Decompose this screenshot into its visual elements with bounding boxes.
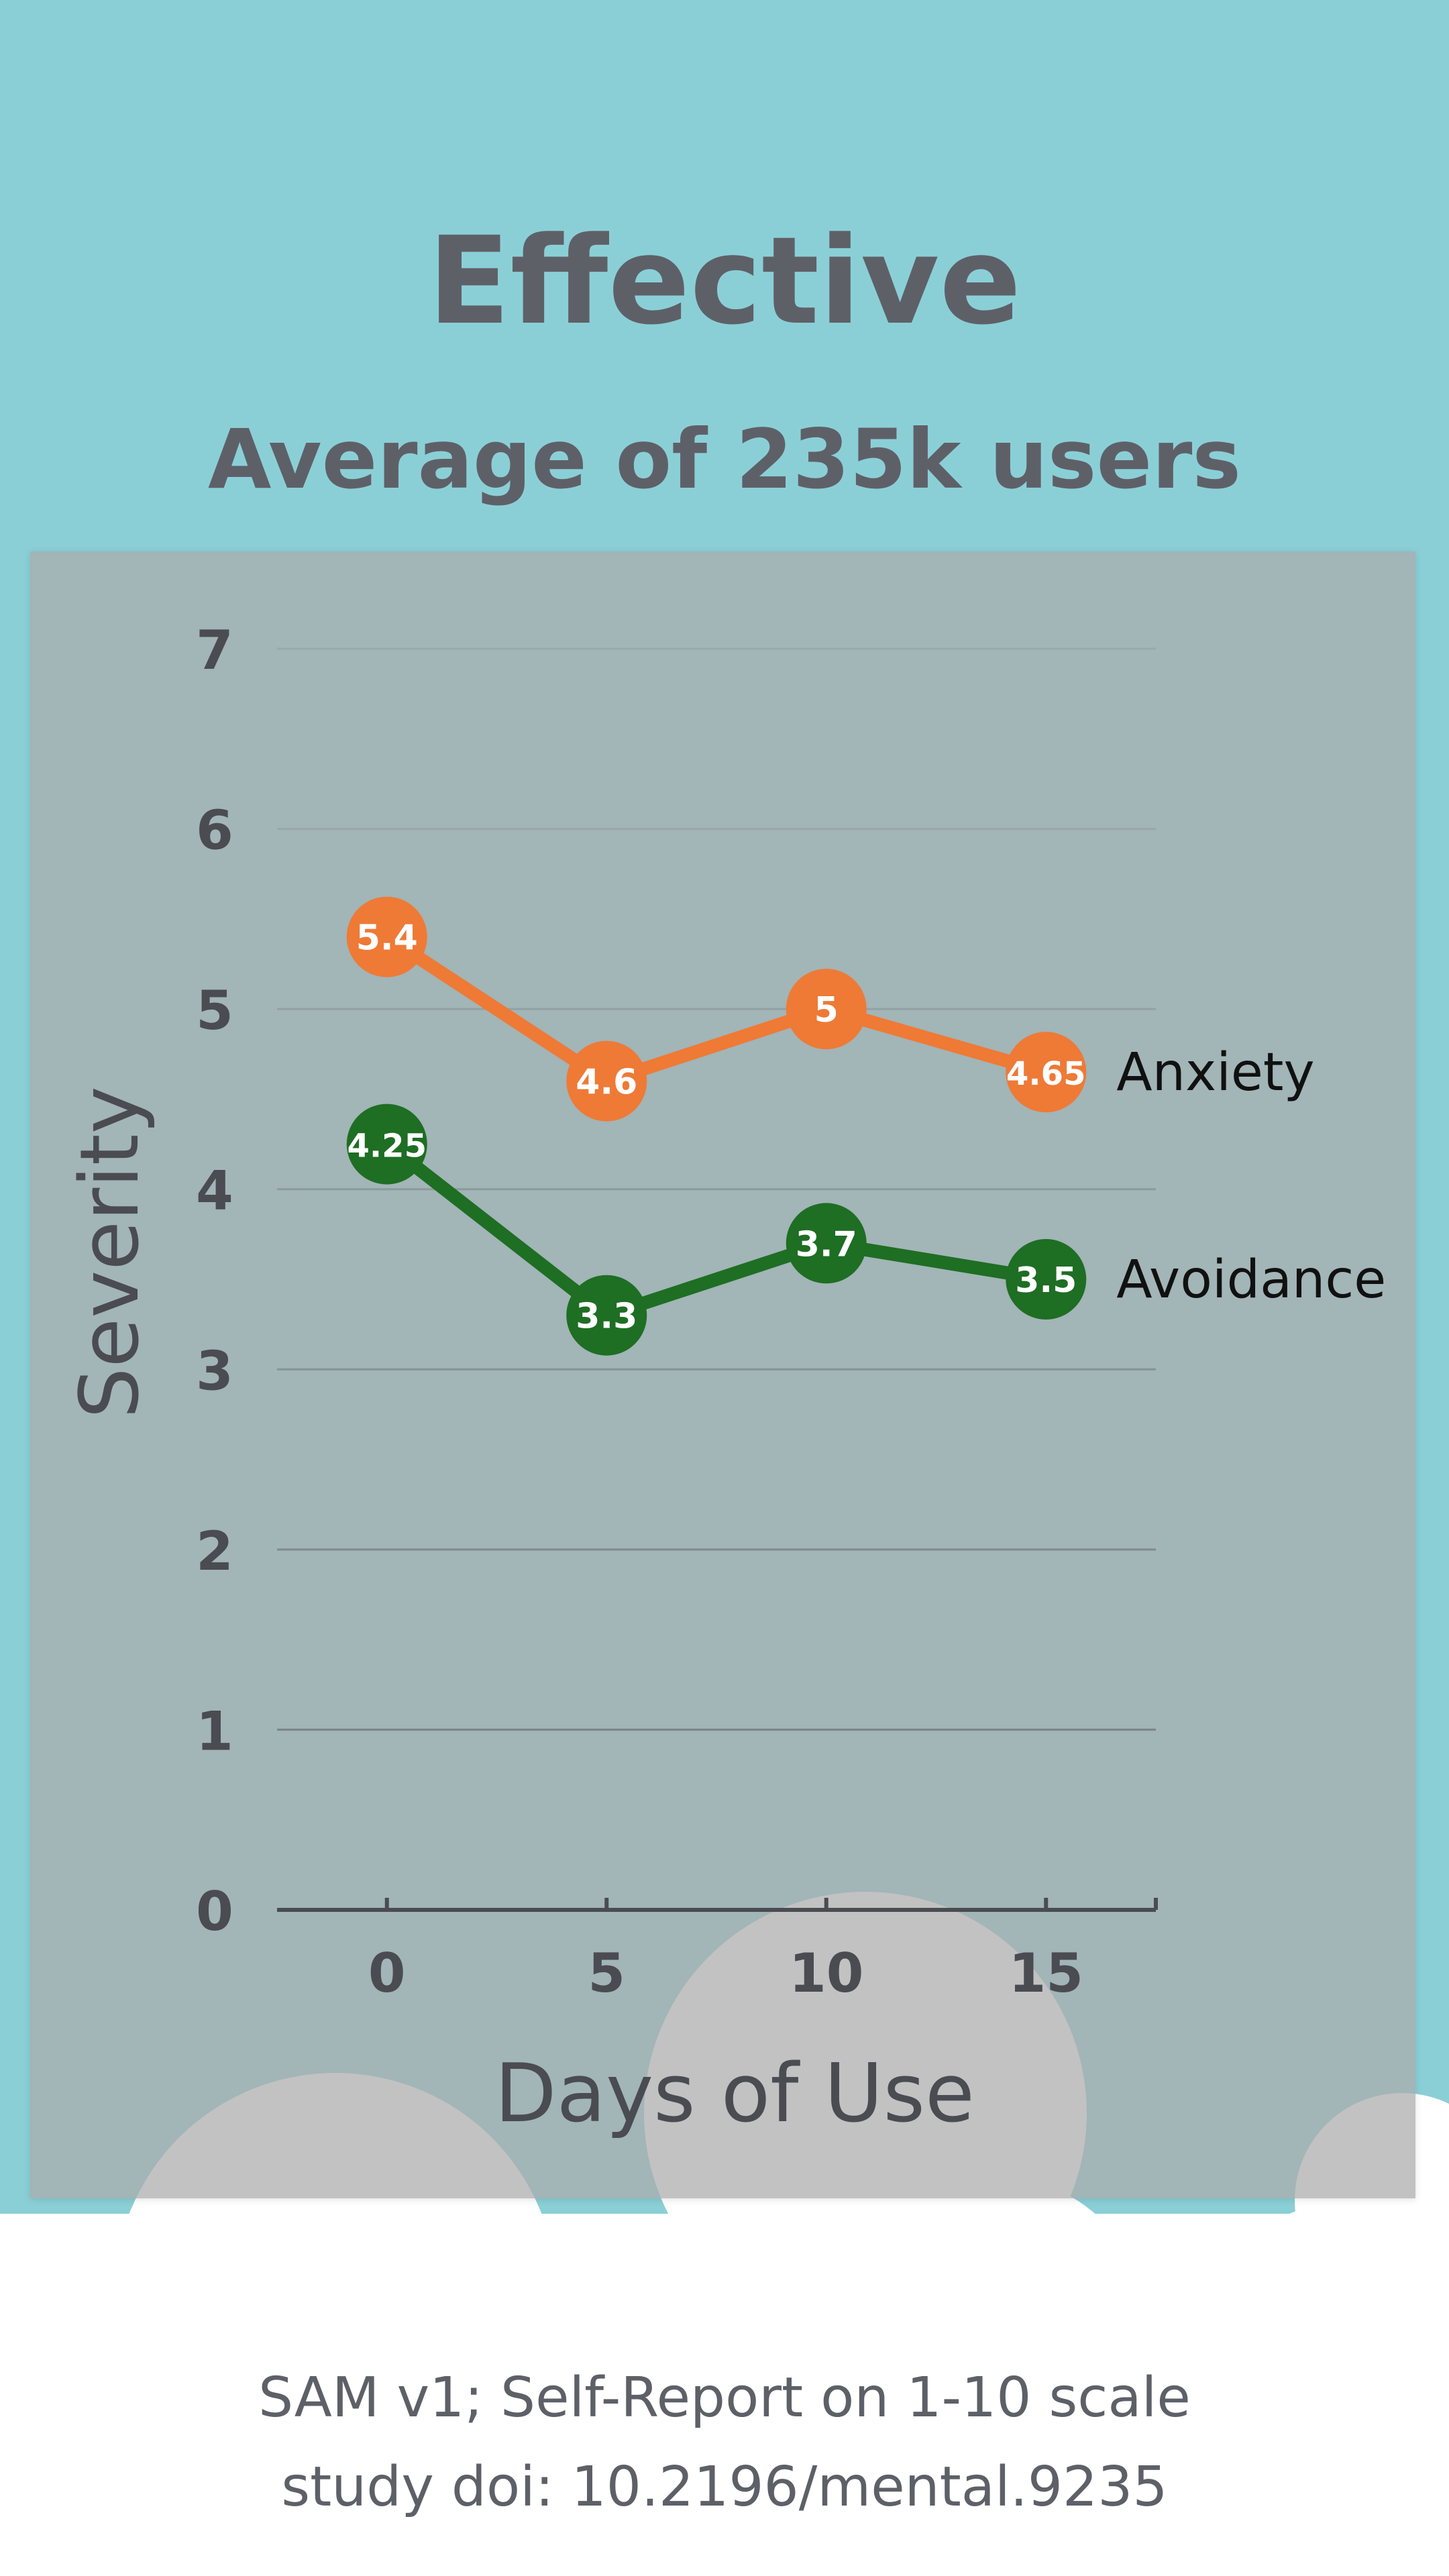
y-tick-label: 3 xyxy=(196,1340,233,1402)
y-tick-label: 2 xyxy=(196,1520,233,1582)
avoidance-legend-label: Avoidance xyxy=(1116,1250,1386,1310)
y-tick-label: 0 xyxy=(196,1880,233,1943)
avoidance-data-label: 3.5 xyxy=(1015,1260,1077,1301)
y-tick-label: 6 xyxy=(196,800,233,862)
y-tick-label: 7 xyxy=(196,619,233,682)
x-tick-label: 5 xyxy=(588,1942,625,2004)
y-tick-label: 5 xyxy=(196,979,233,1042)
avoidance-data-point xyxy=(786,1203,867,1284)
anxiety-data-label: 5 xyxy=(814,990,839,1030)
y-tick-label: 1 xyxy=(196,1700,233,1762)
avoidance-series-line xyxy=(380,1137,1053,1322)
anxiety-data-point xyxy=(346,896,427,977)
x-axis-title: Days of Use xyxy=(494,2047,975,2141)
avoidance-data-label: 4.25 xyxy=(347,1128,427,1165)
y-tick-label: 4 xyxy=(196,1160,233,1222)
grid-lines xyxy=(277,647,1156,1731)
page-subtitle: Average of 235k users xyxy=(207,412,1241,507)
avoidance-data-point xyxy=(1006,1239,1087,1320)
x-tick-label: 15 xyxy=(1009,1942,1083,2004)
anxiety-data-label: 5.4 xyxy=(356,918,418,959)
anxiety-data-point xyxy=(1006,1032,1087,1113)
anxiety-series-line xyxy=(380,930,1053,1088)
anxiety-data-point xyxy=(786,969,867,1050)
avoidance-data-point xyxy=(346,1104,427,1185)
x-tick-label: 10 xyxy=(789,1942,863,2004)
y-axis-title: Severity xyxy=(64,1086,157,1419)
page-title: Effective xyxy=(427,211,1022,352)
avoidance-data-point xyxy=(566,1275,647,1356)
axes: 0 1 2 3 4 5 6 7 0 5 10 15 xyxy=(196,619,1158,2004)
chart-panel: 0 1 2 3 4 5 6 7 0 5 10 15 5.4 4.6 5 4.65 Anxiety 4.25 3.3… xyxy=(30,551,1415,2198)
avoidance-data-label: 3.7 xyxy=(796,1224,857,1265)
footer-doi-link[interactable]: study doi: 10.2196/mental.9235 xyxy=(281,2455,1168,2519)
x-tick-label: 0 xyxy=(368,1942,406,2004)
anxiety-data-label: 4.65 xyxy=(1006,1055,1085,1093)
anxiety-data-point xyxy=(566,1040,647,1122)
anxiety-legend-label: Anxiety xyxy=(1116,1042,1314,1103)
footer-scale-note: SAM v1; Self-Report on 1-10 scale xyxy=(258,2366,1191,2430)
anxiety-data-label: 4.6 xyxy=(576,1063,637,1103)
avoidance-data-label: 3.3 xyxy=(576,1297,637,1337)
